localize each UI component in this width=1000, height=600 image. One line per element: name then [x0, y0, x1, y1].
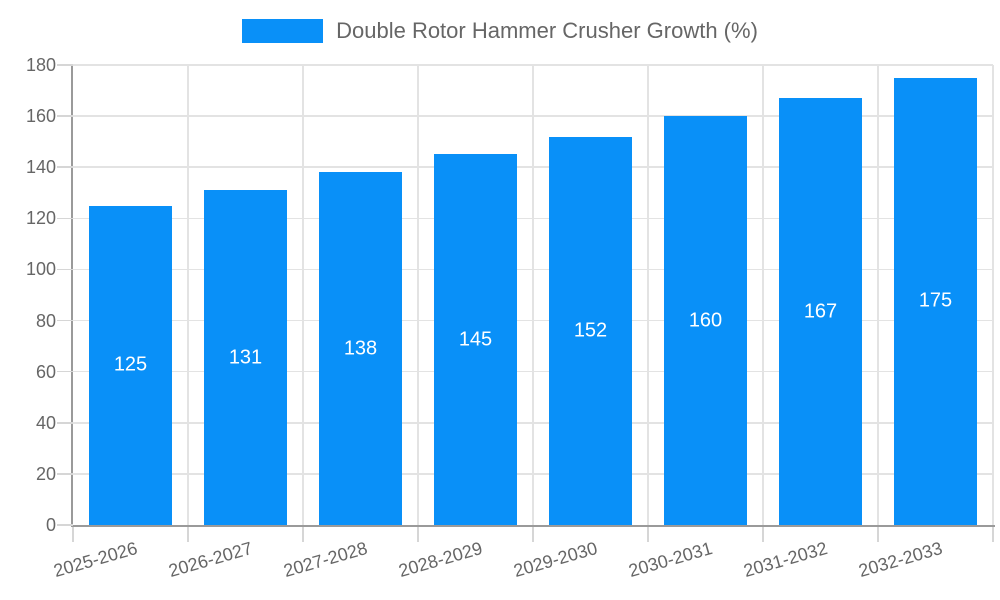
v-gridline: [877, 65, 879, 525]
y-tick-label: 120: [25, 208, 56, 229]
y-tick-label: 0: [45, 515, 56, 535]
x-tick-label: 2030-2031: [626, 538, 716, 581]
x-tick-mark: [762, 527, 764, 542]
x-tick-mark: [302, 527, 304, 542]
y-tick-label: 40: [35, 412, 56, 433]
bar-2026-2027: [204, 190, 287, 525]
v-gridline: [417, 65, 419, 525]
x-tick-mark: [647, 527, 649, 542]
y-tick-mark: [57, 370, 73, 373]
y-tick-mark: [57, 217, 73, 220]
bar-value-label: 131: [228, 346, 263, 369]
x-tick-label: 2029-2030: [511, 538, 601, 581]
v-gridline: [992, 65, 994, 525]
x-tick-mark: [417, 527, 419, 542]
y-tick-label: 160: [25, 106, 56, 127]
bar-2030-2031: [664, 116, 747, 525]
legend-label: Double Rotor Hammer Crusher Growth (%): [336, 18, 758, 43]
y-tick-mark: [57, 473, 73, 475]
bar-2032-2033: [894, 77, 977, 525]
y-tick-label: 140: [25, 157, 56, 178]
bar-value-label: 160: [688, 309, 723, 332]
bar-value-label: 152: [573, 319, 608, 342]
x-tick-label: 2027-2028: [281, 538, 371, 581]
x-tick-label: 2026-2027: [166, 538, 256, 581]
x-tick-label: 2031-2032: [741, 538, 831, 581]
bar-value-label: 138: [343, 337, 378, 360]
bar-2027-2028: [319, 172, 402, 525]
y-tick-mark: [57, 268, 73, 271]
bar-2031-2032: [779, 98, 862, 525]
y-tick-mark: [57, 524, 73, 526]
v-gridline: [302, 65, 304, 525]
x-tick-label: 2032-2033: [856, 538, 946, 581]
x-tick-mark: [72, 527, 74, 542]
y-tick-label: 180: [25, 55, 56, 75]
legend-item[interactable]: Double Rotor Hammer Crusher Growth (%): [242, 17, 758, 45]
x-tick-mark: [877, 527, 879, 542]
x-tick-mark: [532, 527, 534, 542]
x-tick-label: 2028-2029: [396, 538, 486, 581]
y-axis-line: [71, 65, 73, 527]
y-tick-mark: [57, 166, 73, 168]
bar-value-label: 125: [113, 353, 148, 376]
y-tick-label: 20: [35, 463, 56, 484]
bar-2029-2030: [549, 136, 632, 525]
y-tick-label: 100: [25, 259, 56, 280]
legend: Double Rotor Hammer Crusher Growth (%): [0, 17, 1000, 45]
y-tick-mark: [57, 319, 73, 322]
bar-value-label: 167: [803, 300, 838, 323]
bar-value-label: 175: [918, 289, 953, 312]
x-axis-line: [71, 525, 995, 527]
plot-area: 125 131 138 145 152 160 167 175: [57, 64, 995, 542]
v-gridline: [647, 65, 649, 525]
x-tick-label: 2025-2026: [51, 538, 141, 581]
y-tick-mark: [57, 422, 73, 424]
x-tick-mark: [187, 527, 189, 542]
y-tick-label: 60: [35, 361, 56, 382]
v-gridline: [532, 65, 534, 525]
bar-2025-2026: [89, 205, 172, 525]
bar-2028-2029: [434, 154, 517, 525]
v-gridline: [762, 65, 764, 525]
y-tick-label: 80: [35, 310, 56, 331]
bar-value-label: 145: [458, 328, 493, 351]
y-tick-mark: [57, 115, 73, 117]
v-gridline: [187, 65, 189, 525]
legend-color-swatch: [242, 19, 324, 43]
y-tick-mark: [57, 64, 73, 66]
x-tick-mark: [992, 527, 994, 542]
